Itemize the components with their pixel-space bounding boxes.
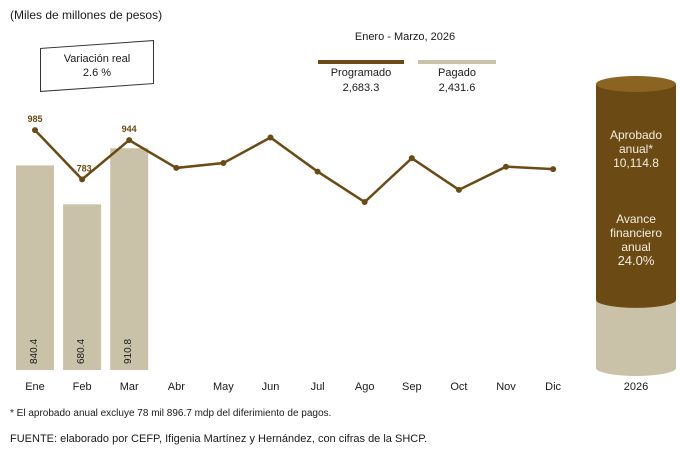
point-jul (314, 168, 321, 175)
period-label: Enero - Marzo, 2026 (354, 31, 456, 43)
point-feb (79, 176, 86, 183)
bars-layer: 840.4 680.4 910.8 (16, 148, 149, 370)
legend-pagado-swatch (418, 60, 496, 64)
legend-pagado-label: Pagado (438, 67, 476, 79)
variation-title: Variación real (63, 53, 131, 65)
cylinder-body (596, 84, 676, 300)
year-label: 2026 (623, 381, 649, 393)
bar-label-feb: 680.4 (76, 339, 87, 364)
bar-ene (16, 165, 54, 370)
avance-label: Avance financiero anual (609, 212, 663, 254)
bar-label-mar: 910.8 (123, 339, 134, 364)
units-label: (Miles de millones de pesos) (10, 8, 163, 22)
cylinder-bottom (596, 360, 676, 376)
aprobado-label: Aprobado anual* (609, 128, 663, 156)
point-label-mar: 944 (122, 124, 137, 134)
legend-programado-label: Programado (330, 67, 392, 79)
point-label-feb: 783 (77, 163, 92, 173)
variation-label: Variación real 2.6 % (40, 52, 154, 80)
point-ago (361, 199, 368, 205)
x-label-oct: Oct (450, 381, 468, 393)
point-abr (173, 164, 180, 171)
x-label-ene: Ene (25, 381, 45, 393)
bar-label-ene: 840.4 (29, 339, 40, 364)
point-jun (267, 134, 274, 141)
variation-value: 2.6 % (82, 67, 112, 79)
cylinder-progress-fill (596, 299, 676, 368)
legend-pagado-value: 2,431.6 (438, 82, 476, 94)
x-label-abr: Abr (167, 381, 185, 393)
x-label-mar: Mar (119, 381, 139, 393)
cylinder-avance: Avance financiero anual 24.0% (596, 212, 676, 268)
cylinder-aprobado: Aprobado anual* 10,114.8 (596, 128, 676, 170)
legend-programado: Programado 2,683.3 (318, 66, 404, 96)
series-line-programado (34, 129, 554, 204)
point-nov (503, 163, 509, 170)
footnote: * El aprobado anual excluye 78 mil 896.7… (10, 408, 332, 419)
x-label-feb: Feb (72, 381, 92, 393)
x-label-sep: Sep (402, 381, 422, 393)
aprobado-value: 10,114.8 (613, 156, 659, 170)
line-layer: 985 783 944 (27, 114, 557, 205)
point-oct (455, 186, 462, 193)
legend-programado-value: 2,683.3 (342, 82, 380, 94)
x-label-may: May (213, 381, 234, 393)
point-dic (550, 166, 557, 173)
point-may (220, 160, 227, 167)
cylinder-split (596, 291, 676, 308)
summary-cylinder (596, 76, 676, 376)
legend-programado-swatch (318, 60, 404, 64)
bar-mar (110, 148, 149, 370)
x-label-jun: Jun (261, 381, 280, 393)
point-label-ene: 985 (27, 114, 42, 124)
bar-feb (63, 204, 102, 370)
avance-value: 24.0% (617, 253, 655, 268)
x-label-ago: Ago (354, 381, 375, 393)
legend-pagado: Pagado 2,431.6 (418, 66, 496, 96)
point-ene (32, 127, 38, 134)
cylinder-top (596, 76, 676, 92)
source-note: FUENTE: elaborado por CEFP, Ifigenia Mar… (10, 433, 428, 445)
x-label-jul: Jul (310, 381, 325, 393)
x-label-nov: Nov (496, 381, 516, 393)
point-sep (408, 155, 415, 162)
point-mar (126, 137, 133, 144)
x-label-dic: Dic (545, 381, 562, 393)
